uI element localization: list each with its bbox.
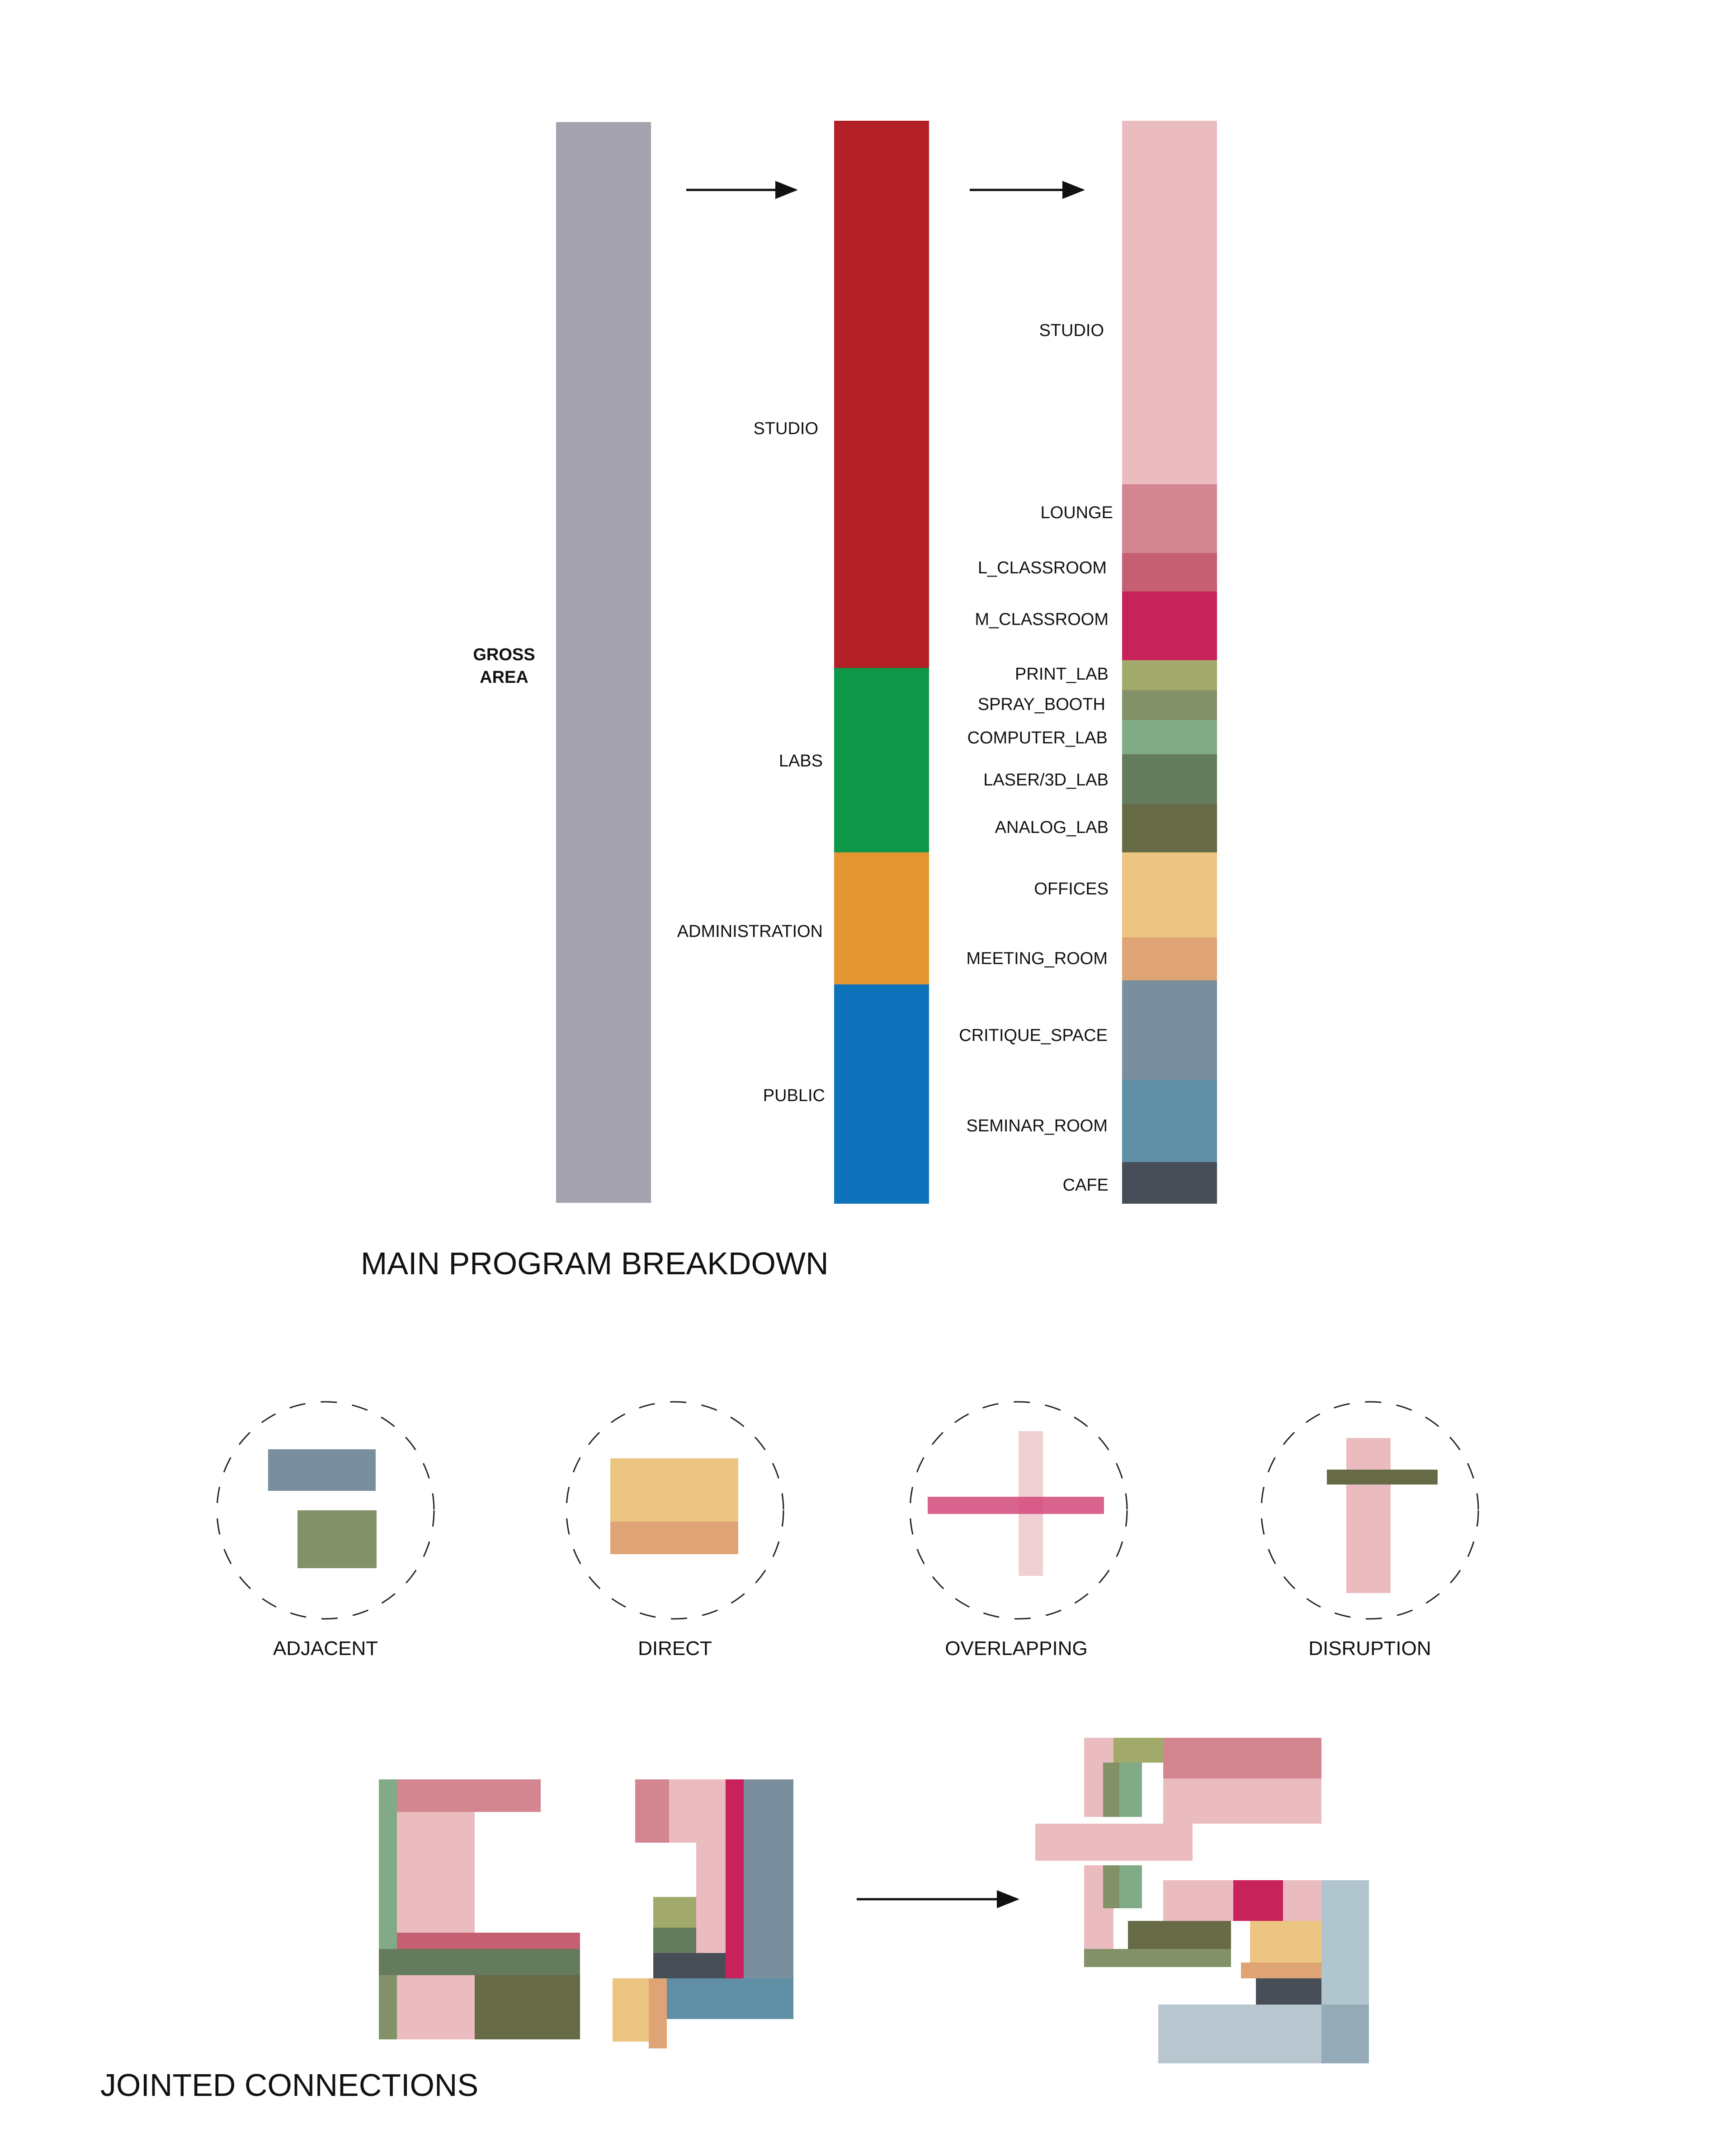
space-segment-lounge: [1122, 484, 1217, 553]
space-label-print-lab: PRINT_LAB: [1015, 665, 1109, 684]
category-column: STUDIO LABS ADMINISTRATION PUBLIC: [677, 121, 929, 1204]
direct-block-top: [610, 1458, 738, 1522]
connection-disruption: DISRUPTION: [1260, 1401, 1479, 1660]
category-label-administration: ADMINISTRATION: [677, 922, 823, 941]
disruption-circle: [1260, 1401, 1479, 1620]
gross-area-label-2: AREA: [480, 668, 528, 687]
disruption-block-top: [1346, 1438, 1391, 1470]
space-segment-meeting-room: [1122, 937, 1217, 980]
space-label-meeting-room: MEETING_ROOM: [967, 949, 1108, 968]
disruption-block-bottom: [1346, 1485, 1391, 1593]
overlapping-block-horizontal: [928, 1497, 1104, 1514]
space-label-studio: STUDIO: [1039, 321, 1104, 340]
disruption-label: DISRUPTION: [1308, 1637, 1431, 1660]
overlapping-label: OVERLAPPING: [945, 1637, 1087, 1660]
adjacent-block-bottom: [297, 1510, 377, 1568]
space-label-analog-lab: ANALOG_LAB: [995, 818, 1109, 837]
category-segment-labs: [834, 668, 929, 852]
category-segment-public: [834, 984, 929, 1204]
category-segment-studio: [834, 121, 929, 668]
adjacent-circle: [216, 1401, 435, 1620]
program-breakdown: GROSS AREA STUDIO LABS ADMINISTRATION PU…: [361, 121, 1217, 1281]
connection-overlapping: OVERLAPPING: [909, 1401, 1128, 1660]
space-segment-seminar-room: [1122, 1080, 1217, 1162]
space-label-computer-lab: COMPUTER_LAB: [967, 728, 1108, 747]
direct-circle: [566, 1401, 784, 1620]
category-label-labs: LABS: [779, 752, 823, 771]
space-segment-spray-booth: [1122, 690, 1217, 720]
space-label-lounge: LOUNGE: [1041, 503, 1113, 522]
category-label-studio: STUDIO: [753, 419, 818, 438]
connection-adjacent: ADJACENT: [216, 1401, 435, 1660]
space-label-seminar-room: SEMINAR_ROOM: [967, 1116, 1108, 1135]
category-label-public: PUBLIC: [763, 1086, 825, 1105]
space-label-m-classroom: M_CLASSROOM: [975, 610, 1109, 629]
space-segment-analog-lab: [1122, 804, 1217, 852]
jointed-connections: JOINTED CONNECTIONS: [100, 1738, 1369, 2103]
space-segment-l-classroom: [1122, 553, 1217, 591]
adjacent-block-top: [268, 1449, 376, 1491]
jointed-figure-left: [379, 1779, 580, 2039]
space-segment-offices: [1122, 852, 1217, 937]
category-segment-administration: [834, 852, 929, 984]
gross-area-bar: [556, 122, 651, 1203]
space-segment-laser-3d-lab: [1122, 754, 1217, 804]
space-segment-cafe: [1122, 1162, 1217, 1204]
breakdown-title: MAIN PROGRAM BREAKDOWN: [361, 1246, 829, 1281]
space-label-spray-booth: SPRAY_BOOTH: [978, 695, 1105, 714]
space-label-laser-3d-lab: LASER/3D_LAB: [983, 771, 1109, 790]
jointed-title: JOINTED CONNECTIONS: [100, 2067, 478, 2103]
direct-label: DIRECT: [638, 1637, 712, 1660]
space-label-critique-space: CRITIQUE_SPACE: [959, 1026, 1108, 1045]
jointed-figure-combined: [1035, 1738, 1369, 2063]
disruption-bar: [1327, 1470, 1438, 1485]
space-label-cafe: CAFE: [1063, 1176, 1109, 1195]
connection-direct: DIRECT: [566, 1401, 784, 1660]
adjacent-label: ADJACENT: [273, 1637, 378, 1660]
space-segment-computer-lab: [1122, 720, 1217, 754]
space-label-offices: OFFICES: [1034, 880, 1109, 899]
space-segment-studio: [1122, 121, 1217, 484]
overlapping-circle: [909, 1401, 1128, 1620]
space-column: STUDIO LOUNGE L_CLASSROOM M_CLASSROOM PR…: [959, 121, 1217, 1204]
space-segment-print-lab: [1122, 660, 1217, 690]
gross-area-label: GROSS: [473, 645, 535, 664]
space-label-l-classroom: L_CLASSROOM: [978, 558, 1107, 577]
direct-block-bottom: [610, 1522, 738, 1554]
space-segment-critique-space: [1122, 980, 1217, 1080]
space-segment-m-classroom: [1122, 591, 1217, 660]
jointed-figure-middle: [613, 1779, 793, 2048]
connection-types: ADJACENT DIRECT OVERLAPPING DISRUPTION: [216, 1401, 1479, 1660]
